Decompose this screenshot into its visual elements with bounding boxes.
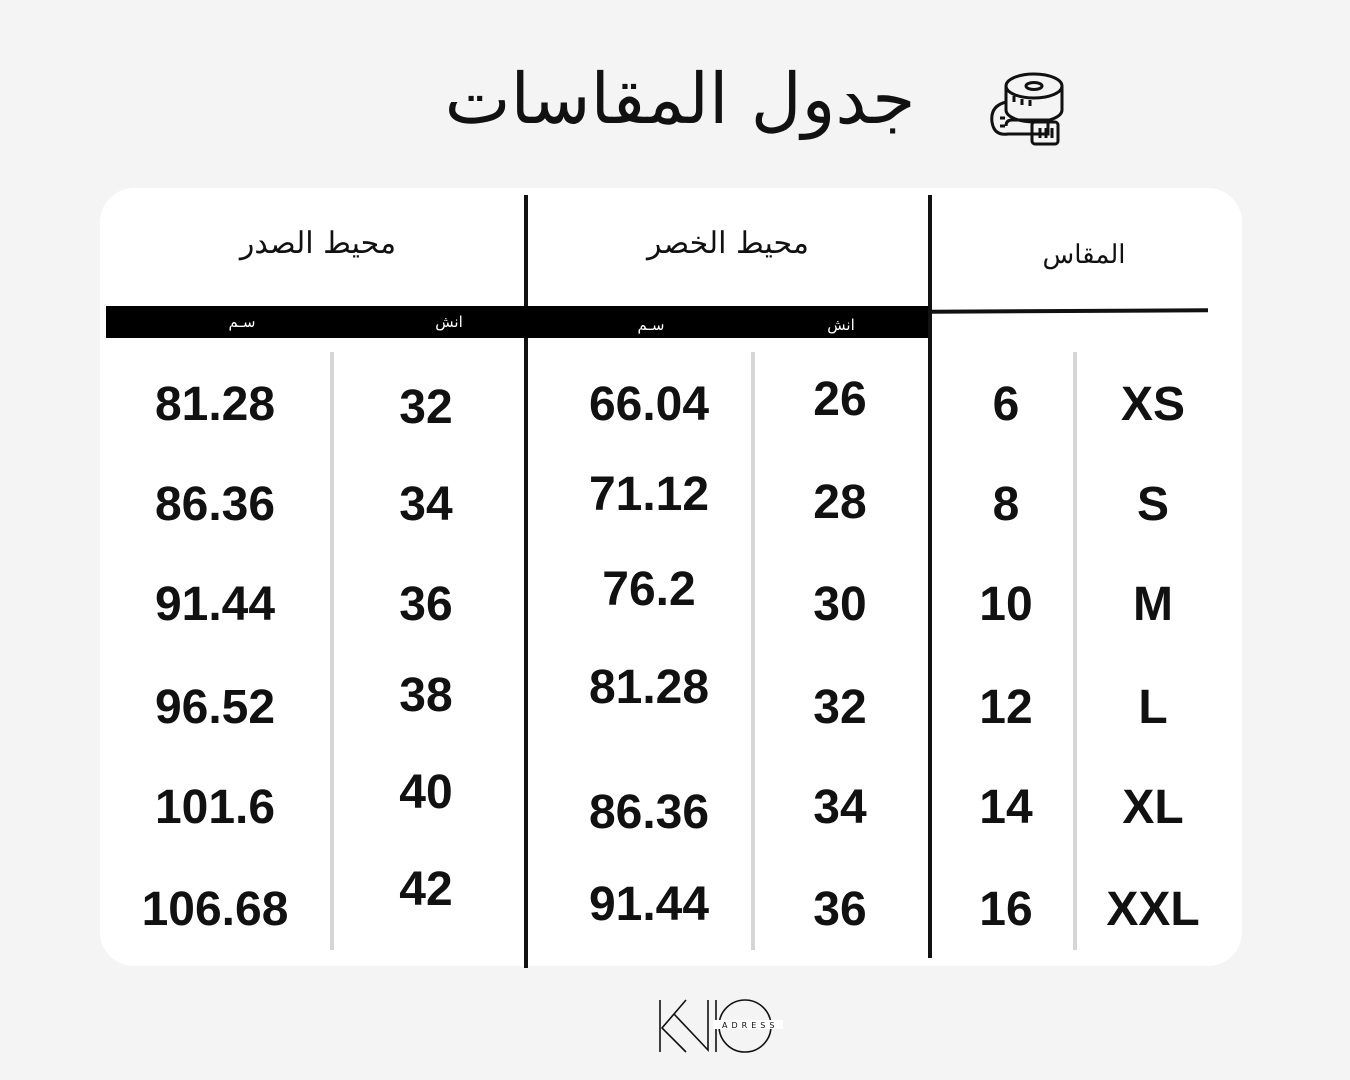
subcolumn-divider xyxy=(1073,352,1077,950)
page-title: جدول المقاسات xyxy=(444,58,916,140)
cell-num: 8 xyxy=(992,478,1020,531)
column-divider xyxy=(524,195,528,968)
cell-waist-in: 32 xyxy=(813,681,867,734)
cell-num: 16 xyxy=(979,883,1033,936)
cell-chest-cm: 101.6 xyxy=(154,781,276,834)
cell-chest-in: 36 xyxy=(399,578,453,631)
cell-chest-cm: 106.68 xyxy=(141,883,289,936)
cell-waist-in: 26 xyxy=(813,373,867,426)
cell-waist-cm: 76.2 xyxy=(602,563,696,616)
svg-text:ADRESS: ADRESS xyxy=(722,1021,778,1030)
unit-header-bar xyxy=(106,306,928,338)
unit-waist-inch: انش xyxy=(827,316,855,334)
cell-chest-cm: 86.36 xyxy=(154,478,276,531)
column-divider xyxy=(928,195,932,958)
cell-waist-cm: 81.28 xyxy=(588,661,710,714)
cell-chest-in: 32 xyxy=(399,381,453,434)
unit-chest-cm: سـم xyxy=(228,313,256,331)
cell-waist-in: 28 xyxy=(813,476,867,529)
cell-chest-in: 42 xyxy=(399,863,453,916)
cell-chest-cm: 96.52 xyxy=(154,681,276,734)
cell-size: S xyxy=(1136,478,1169,531)
cell-size: XS xyxy=(1120,378,1186,431)
cell-size: XXL xyxy=(1106,883,1200,936)
cell-waist-cm: 86.36 xyxy=(588,786,710,839)
cell-waist-in: 30 xyxy=(813,578,867,631)
subcolumn-divider xyxy=(330,352,334,950)
cell-chest-in: 34 xyxy=(399,478,453,531)
cell-size: M xyxy=(1133,578,1173,631)
cell-waist-cm: 66.04 xyxy=(588,378,710,431)
cell-size: L xyxy=(1138,681,1168,734)
cell-chest-cm: 81.28 xyxy=(154,378,276,431)
cell-waist-cm: 71.12 xyxy=(588,468,710,521)
cell-size: XL xyxy=(1122,781,1184,834)
cell-num: 10 xyxy=(979,578,1033,631)
subcolumn-divider xyxy=(751,352,755,950)
cell-num: 12 xyxy=(979,681,1033,734)
unit-waist-cm: سـم xyxy=(637,316,665,334)
cell-num: 14 xyxy=(979,781,1033,834)
cell-chest-in: 40 xyxy=(399,766,453,819)
cell-chest-cm: 91.44 xyxy=(154,578,276,631)
header-size: المقاس xyxy=(1042,240,1126,270)
cell-waist-in: 36 xyxy=(813,883,867,936)
brand-logo: ADRESS xyxy=(659,999,783,1053)
cell-waist-cm: 91.44 xyxy=(588,878,710,931)
unit-chest-inch: انش xyxy=(435,313,463,331)
header-chest: محيط الصدر xyxy=(239,226,397,261)
cell-chest-in: 38 xyxy=(399,669,453,722)
cell-num: 6 xyxy=(992,378,1020,431)
header-waist: محيط الخصر xyxy=(647,226,809,261)
tape-measure-icon xyxy=(990,72,1064,146)
cell-waist-in: 34 xyxy=(813,781,867,834)
